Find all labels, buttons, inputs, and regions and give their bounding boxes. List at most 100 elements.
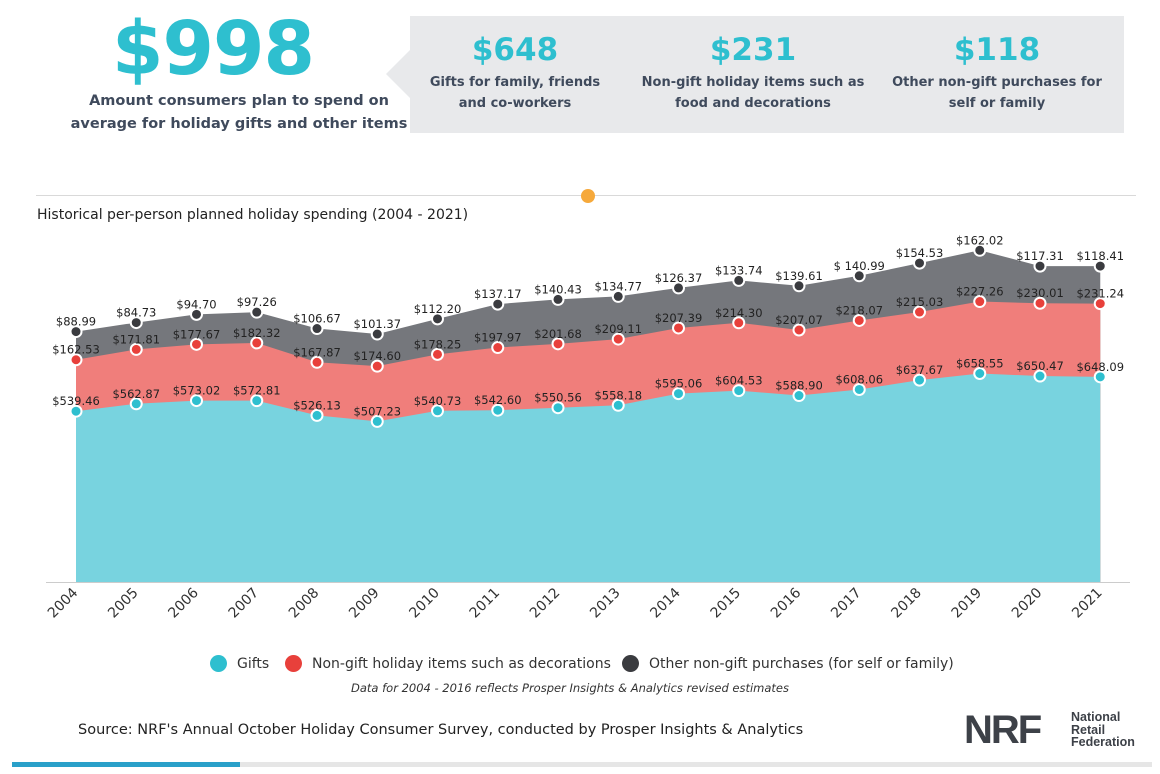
breakdown-nongift: $231 Non-gift holiday items such as food… bbox=[640, 16, 866, 114]
point-other-2008 bbox=[310, 322, 324, 336]
point-gifts-2013 bbox=[611, 398, 625, 412]
point-nongift-2009 bbox=[370, 359, 384, 373]
label-gifts-2005: $562.87 bbox=[112, 387, 160, 401]
breakdown-panel bbox=[410, 16, 1124, 133]
label-nongift-2004: $162.53 bbox=[52, 343, 100, 357]
label-nongift-2021: $231.24 bbox=[1076, 287, 1124, 301]
legend-item-nongift: Non-gift holiday items such as decoratio… bbox=[285, 655, 611, 672]
label-gifts-2019: $658.55 bbox=[956, 357, 1004, 371]
label-gifts-2007: $572.81 bbox=[233, 384, 281, 398]
area-gifts bbox=[76, 373, 1101, 582]
x-tick-2013: 2013 bbox=[587, 585, 624, 622]
label-nongift-2010: $178.25 bbox=[414, 337, 462, 351]
point-nongift-2004 bbox=[69, 353, 83, 367]
headline-description: Amount consumers plan to spend on averag… bbox=[70, 93, 408, 132]
label-other-2013: $134.77 bbox=[594, 279, 642, 293]
label-nongift-2013: $209.11 bbox=[594, 322, 642, 336]
nrf-logo-text: National Retail Federation bbox=[1071, 711, 1135, 749]
point-gifts-2005 bbox=[129, 397, 143, 411]
label-nongift-2008: $167.87 bbox=[293, 345, 341, 359]
point-gifts-2012 bbox=[551, 401, 565, 415]
label-other-2016: $139.61 bbox=[775, 269, 823, 283]
x-tick-2021: 2021 bbox=[1069, 585, 1106, 622]
point-other-2006 bbox=[190, 307, 203, 321]
point-nongift-2021 bbox=[1093, 297, 1107, 311]
point-nongift-2005 bbox=[129, 342, 143, 356]
x-tick-2016: 2016 bbox=[768, 585, 805, 622]
label-other-2005: $84.73 bbox=[116, 306, 156, 320]
point-other-2007 bbox=[250, 305, 264, 319]
x-tick-2004: 2004 bbox=[45, 585, 82, 622]
label-other-2015: $133.74 bbox=[715, 263, 763, 277]
point-other-2020 bbox=[1033, 259, 1047, 273]
breakdown-other: $118 Other non-gift purchases for self o… bbox=[890, 16, 1104, 114]
point-nongift-2018 bbox=[913, 305, 926, 319]
point-nongift-2015 bbox=[732, 316, 746, 330]
nrf-logo-line1: National bbox=[1071, 710, 1121, 724]
point-other-2016 bbox=[792, 279, 806, 293]
point-gifts-2016 bbox=[792, 389, 806, 403]
point-other-2012 bbox=[551, 292, 565, 306]
point-nongift-2020 bbox=[1033, 296, 1047, 310]
legend-label-gifts: Gifts bbox=[237, 655, 270, 672]
x-tick-2007: 2007 bbox=[226, 585, 263, 622]
breakdown-gifts-label: Gifts for family, friends and co-workers bbox=[429, 75, 601, 111]
point-gifts-2010 bbox=[431, 404, 444, 418]
point-other-2017 bbox=[852, 269, 866, 283]
x-tick-2010: 2010 bbox=[406, 585, 443, 622]
label-gifts-2006: $573.02 bbox=[173, 384, 221, 398]
point-other-2019 bbox=[973, 243, 987, 257]
point-gifts-2021 bbox=[1093, 370, 1107, 384]
point-gifts-2014 bbox=[672, 387, 685, 401]
point-gifts-2008 bbox=[310, 408, 324, 422]
point-nongift-2016 bbox=[792, 323, 806, 337]
label-other-2004: $88.99 bbox=[56, 315, 96, 329]
point-nongift-2010 bbox=[431, 347, 444, 361]
label-other-2020: $117.31 bbox=[1016, 249, 1064, 263]
callout-pointer bbox=[386, 50, 410, 98]
label-other-2007: $97.26 bbox=[237, 295, 277, 309]
x-tick-2019: 2019 bbox=[949, 585, 986, 622]
label-gifts-2020: $650.47 bbox=[1016, 359, 1064, 373]
point-nongift-2007 bbox=[250, 336, 264, 350]
point-other-2004 bbox=[69, 325, 83, 339]
stacked-area-chart: $539.46 $562.87 $573.02 $572.81 $526.13 $507.… bbox=[45, 233, 1130, 622]
breakdown-nongift-label: Non-gift holiday items such as food and … bbox=[641, 75, 865, 111]
label-nongift-2019: $227.26 bbox=[956, 285, 1004, 299]
label-nongift-2020: $230.01 bbox=[1016, 286, 1064, 300]
point-gifts-2009 bbox=[370, 414, 384, 428]
legend-swatch-other bbox=[622, 655, 639, 672]
x-tick-2020: 2020 bbox=[1009, 585, 1046, 622]
label-other-2014: $126.37 bbox=[655, 271, 703, 285]
label-other-2021: $118.41 bbox=[1076, 249, 1124, 263]
x-tick-2008: 2008 bbox=[286, 585, 323, 622]
nrf-logo: NRF National Retail Federation bbox=[964, 708, 1154, 752]
label-nongift-2018: $215.03 bbox=[896, 295, 944, 309]
point-nongift-2019 bbox=[973, 295, 987, 309]
x-tick-2015: 2015 bbox=[708, 585, 745, 622]
label-other-2011: $137.17 bbox=[474, 287, 522, 301]
point-gifts-2019 bbox=[973, 367, 987, 381]
x-tick-2017: 2017 bbox=[828, 585, 865, 622]
point-nongift-2013 bbox=[611, 332, 625, 346]
data-note: Data for 2004 - 2016 reflects Prosper In… bbox=[351, 681, 789, 695]
point-gifts-2011 bbox=[491, 403, 505, 417]
legend-swatch-gifts bbox=[210, 655, 227, 672]
x-tick-2006: 2006 bbox=[165, 585, 202, 622]
label-gifts-2014: $595.06 bbox=[655, 377, 703, 391]
point-other-2010 bbox=[431, 312, 444, 326]
x-tick-2012: 2012 bbox=[527, 585, 564, 622]
legend-item-gifts: Gifts bbox=[210, 655, 269, 672]
label-gifts-2018: $637.67 bbox=[896, 363, 944, 377]
label-nongift-2016: $207.07 bbox=[775, 313, 823, 327]
point-other-2013 bbox=[611, 289, 625, 303]
label-nongift-2015: $214.30 bbox=[715, 306, 763, 320]
point-nongift-2006 bbox=[190, 337, 203, 351]
label-gifts-2016: $588.90 bbox=[775, 379, 823, 393]
legend-label-other: Other non-gift purchases (for self or fa… bbox=[649, 655, 954, 672]
point-other-2018 bbox=[913, 256, 926, 270]
point-gifts-2018 bbox=[913, 373, 926, 387]
label-gifts-2011: $542.60 bbox=[474, 393, 522, 407]
label-nongift-2006: $177.67 bbox=[173, 327, 221, 341]
label-other-2008: $106.67 bbox=[293, 312, 341, 326]
